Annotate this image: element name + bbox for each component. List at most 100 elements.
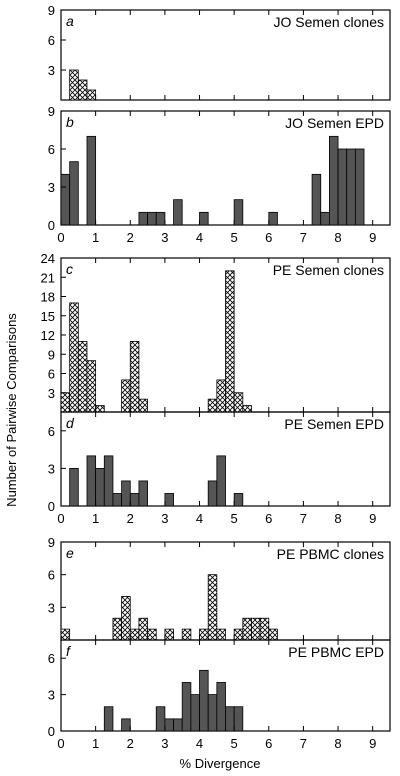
panel-title: JO Semen clones bbox=[274, 14, 385, 30]
histogram-bar bbox=[69, 302, 79, 413]
histogram-bar bbox=[225, 706, 235, 732]
histogram-bar bbox=[199, 669, 209, 732]
y-tick-label: 3 bbox=[48, 461, 55, 476]
y-tick-label: 3 bbox=[48, 180, 55, 195]
panel-letter: c bbox=[66, 261, 73, 277]
y-tick-label: 6 bbox=[48, 568, 55, 583]
histogram-bar bbox=[199, 211, 209, 226]
histogram-bar bbox=[77, 79, 88, 101]
panel-letter: e bbox=[66, 545, 74, 561]
histogram-bar bbox=[216, 628, 226, 641]
histogram-bar bbox=[129, 341, 140, 413]
x-tick-label: 3 bbox=[161, 511, 168, 526]
x-tick-label: 4 bbox=[196, 511, 203, 526]
histogram-bar bbox=[121, 718, 131, 732]
histogram-bar bbox=[181, 682, 192, 732]
panel-frame bbox=[60, 9, 391, 101]
histogram-bar bbox=[86, 89, 97, 101]
histogram-bar bbox=[233, 706, 244, 732]
panel-letter: f bbox=[66, 643, 72, 659]
x-tick-label: 2 bbox=[127, 230, 134, 245]
histogram-bar bbox=[86, 360, 97, 413]
histogram-bar bbox=[103, 706, 114, 732]
histogram-bar bbox=[328, 135, 339, 226]
y-tick-label: 0 bbox=[48, 499, 55, 514]
histogram-bar bbox=[199, 628, 209, 641]
histogram-bar bbox=[216, 682, 226, 732]
histogram-bar bbox=[112, 617, 123, 641]
y-tick-label: 9 bbox=[48, 535, 55, 550]
histogram-bar bbox=[121, 379, 131, 413]
y-tick-label: 9 bbox=[48, 104, 55, 119]
x-tick-label: 7 bbox=[300, 230, 307, 245]
x-tick-label: 6 bbox=[265, 736, 272, 751]
x-tick-label: 8 bbox=[334, 230, 341, 245]
x-tick-label: 3 bbox=[161, 736, 168, 751]
histogram-bar bbox=[233, 392, 244, 413]
y-tick-label: 0 bbox=[48, 724, 55, 739]
x-tick-label: 8 bbox=[334, 736, 341, 751]
x-tick-label: 3 bbox=[161, 230, 168, 245]
histogram-bar bbox=[190, 694, 200, 732]
histogram-bar bbox=[121, 480, 131, 507]
panel-e: 3 6 9e PE PBMC clones bbox=[48, 535, 391, 641]
histogram-bar bbox=[207, 574, 218, 641]
x-tick-label: 0 bbox=[57, 736, 64, 751]
histogram-bar bbox=[164, 718, 174, 732]
histogram-bar bbox=[242, 617, 252, 641]
y-tick-label: 21 bbox=[41, 270, 55, 285]
x-tick-label: 4 bbox=[196, 230, 203, 245]
y-tick-label: 0 bbox=[48, 218, 55, 233]
histogram-bar bbox=[225, 270, 235, 413]
histogram-bar bbox=[233, 493, 244, 507]
y-tick-label: 6 bbox=[48, 424, 55, 439]
x-tick-label: 6 bbox=[265, 230, 272, 245]
x-tick-label: 1 bbox=[92, 736, 99, 751]
x-tick-label: 2 bbox=[127, 511, 134, 526]
x-tick-label: 9 bbox=[369, 736, 376, 751]
y-tick-label: 3 bbox=[48, 688, 55, 703]
histogram-bar bbox=[207, 694, 218, 732]
x-tick-label: 0 bbox=[57, 230, 64, 245]
panel-letter: d bbox=[66, 415, 75, 431]
histogram-bar bbox=[311, 173, 322, 226]
histogram-bar bbox=[60, 173, 71, 226]
x-tick-label: 7 bbox=[300, 736, 307, 751]
histogram-bar bbox=[259, 617, 270, 641]
histogram-bar bbox=[138, 398, 148, 413]
histogram-bar bbox=[354, 148, 365, 226]
y-tick-label: 24 bbox=[41, 251, 55, 266]
histogram-bar bbox=[86, 135, 97, 226]
histogram-bar bbox=[138, 211, 148, 226]
histogram-bar bbox=[181, 628, 192, 641]
histogram-bar bbox=[103, 455, 114, 507]
x-tick-label: 8 bbox=[334, 511, 341, 526]
histogram-bar bbox=[242, 405, 252, 413]
y-tick-label: 15 bbox=[41, 309, 55, 324]
histogram-bar bbox=[173, 199, 183, 226]
histogram-bar bbox=[147, 211, 157, 226]
x-tick-label: 1 bbox=[92, 230, 99, 245]
histogram-bar bbox=[138, 617, 148, 641]
histogram-bar bbox=[207, 398, 218, 413]
y-tick-label: 3 bbox=[48, 63, 55, 78]
histogram-bar bbox=[147, 628, 157, 641]
panel-frame bbox=[60, 110, 391, 226]
y-tick-label: 6 bbox=[48, 367, 55, 382]
histogram-bar bbox=[164, 628, 174, 641]
histogram-bar bbox=[216, 379, 226, 413]
histogram-bar bbox=[320, 211, 330, 226]
histogram-bar bbox=[346, 148, 356, 226]
panel-title: PE Semen clones bbox=[273, 262, 384, 278]
x-tick-label: 2 bbox=[127, 736, 134, 751]
y-tick-label: 12 bbox=[41, 328, 55, 343]
x-axis-title: % Divergence bbox=[180, 756, 261, 771]
y-tick-label: 9 bbox=[48, 3, 55, 18]
panel-f: 0 3 6 0 1 2 3 4 5 6 7 8 9 f PE PBMC EPD bbox=[48, 639, 391, 751]
y-tick-label: 6 bbox=[48, 651, 55, 666]
histogram-bar bbox=[95, 405, 105, 413]
histogram-bar bbox=[251, 617, 261, 641]
histogram-bar bbox=[129, 493, 140, 507]
x-tick-label: 1 bbox=[92, 511, 99, 526]
